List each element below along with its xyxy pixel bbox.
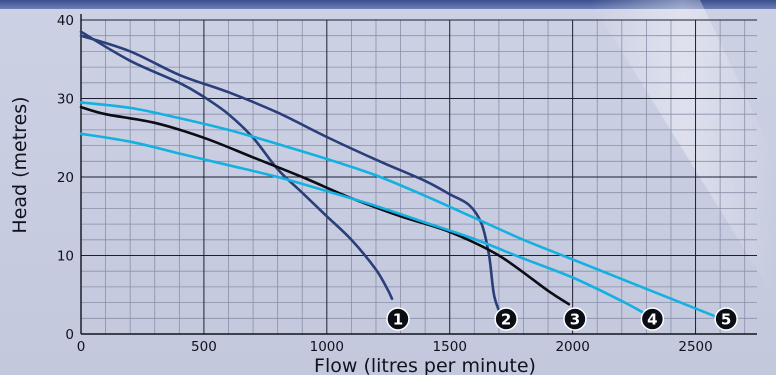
series-lines <box>79 30 722 320</box>
x-tick-label: 0 <box>77 339 86 355</box>
x-tick-label: 2000 <box>555 339 589 355</box>
marker-label: 1 <box>393 311 403 329</box>
y-tick-label: 0 <box>65 327 74 343</box>
marker-circle <box>563 307 587 331</box>
series-marker-3: 3 <box>563 307 587 331</box>
series-line-3 <box>79 105 571 306</box>
marker-label: 2 <box>501 311 511 329</box>
series-marker-5: 5 <box>714 307 738 331</box>
y-axis-label: Head (metres) <box>9 96 31 233</box>
y-tick-label: 10 <box>57 249 74 265</box>
axes <box>80 14 757 335</box>
y-tick-label: 40 <box>57 13 74 29</box>
marker-circle <box>714 307 738 331</box>
series-line-2 <box>79 34 502 315</box>
y-tick-label: 20 <box>57 170 74 186</box>
series-line-4 <box>79 132 648 316</box>
x-tick-label: 1500 <box>433 339 467 355</box>
series-marker-2: 2 <box>494 307 518 331</box>
light-beam <box>590 0 776 300</box>
marker-circle <box>494 307 518 331</box>
top-band <box>0 0 776 9</box>
series-marker-4: 4 <box>640 307 665 331</box>
marker-circle <box>386 307 410 331</box>
marker-circle <box>640 307 665 331</box>
y-tick-label: 30 <box>57 92 74 108</box>
marker-label: 4 <box>647 311 657 329</box>
marker-label: 3 <box>570 311 580 329</box>
x-tick-label: 2500 <box>678 339 712 355</box>
series-marker-1: 1 <box>386 307 410 331</box>
series-markers: 1 2 3 4 5 <box>386 307 738 331</box>
series-line-5 <box>79 101 722 320</box>
tick-labels: 0 500 1000 1500 2000 2500 0 10 20 30 40 <box>57 13 713 355</box>
x-axis-label: Flow (litres per minute) <box>314 355 536 375</box>
series-line-1 <box>79 30 394 300</box>
x-tick-label: 500 <box>191 339 217 355</box>
x-tick-label: 1000 <box>310 339 344 355</box>
marker-label: 5 <box>721 311 731 329</box>
